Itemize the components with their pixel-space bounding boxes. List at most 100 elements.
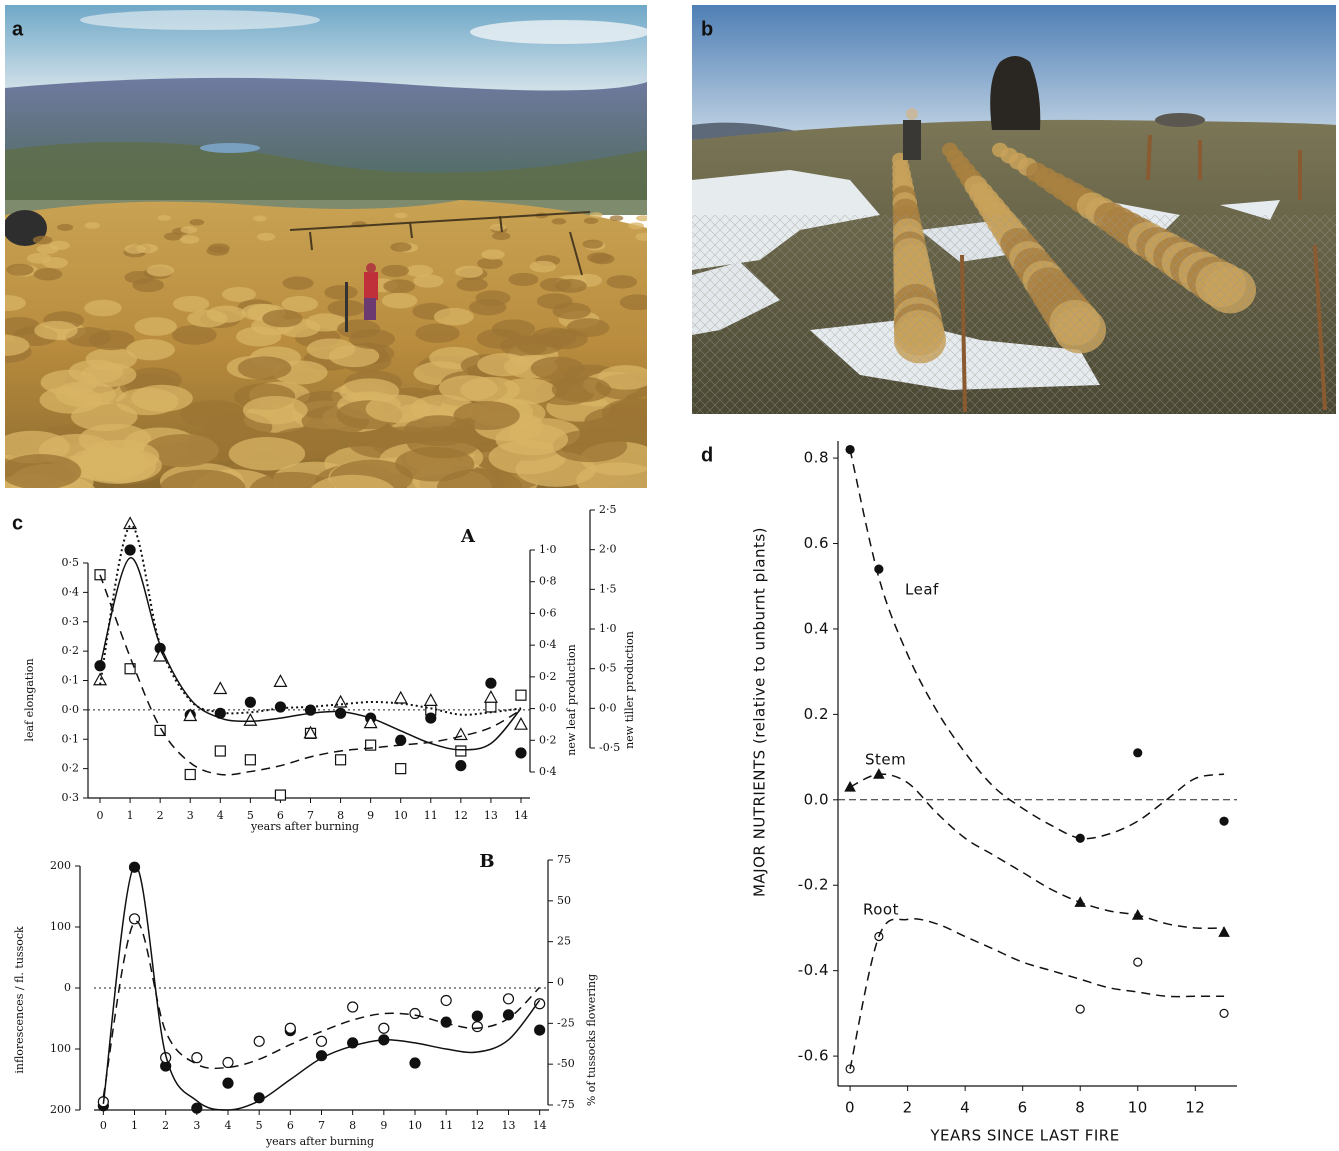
tussock [146, 264, 175, 277]
x-tick-label: 9 [367, 809, 374, 822]
x-tick-label: 8 [349, 1119, 356, 1132]
point [455, 745, 467, 757]
tussock [349, 328, 396, 350]
x-tick-label: 2 [903, 1099, 913, 1117]
x-tick-label: 10 [408, 1119, 422, 1132]
x-tick-label: 4 [225, 1119, 232, 1132]
x-tick-label: 13 [484, 809, 498, 822]
tussock [515, 334, 564, 355]
tussock [381, 264, 409, 277]
y-tick-label: 0.6 [804, 534, 829, 552]
tussock [609, 215, 624, 222]
x-tick-label: 8 [337, 809, 344, 822]
tussock [131, 384, 193, 412]
y-tick-label: 0·8 [539, 575, 557, 588]
y-tick-label: 0·4 [539, 638, 557, 651]
fit-curve [102, 865, 541, 1111]
point [471, 1020, 483, 1033]
tussock [491, 232, 511, 241]
tussock [126, 339, 175, 361]
tussock [589, 212, 603, 218]
point [213, 681, 228, 695]
y-tick-label: 0·0 [599, 701, 617, 714]
point [334, 707, 347, 719]
tussock [529, 260, 557, 273]
x-tick-label: 10 [394, 809, 408, 822]
tussock [56, 223, 74, 231]
point [153, 648, 168, 662]
point [502, 993, 515, 1005]
x-tick-label: 5 [256, 1119, 263, 1132]
y-tick-label: 0·1 [62, 732, 80, 745]
point [395, 734, 407, 746]
tussock [530, 356, 585, 381]
point [244, 754, 256, 766]
fit-curve [99, 574, 522, 776]
tussock [163, 232, 183, 241]
point [222, 1056, 234, 1069]
x-tick-label: 11 [439, 1119, 453, 1132]
point [1218, 926, 1230, 937]
tussock [36, 244, 59, 254]
x-tick-label: 7 [318, 1119, 325, 1132]
tussock [179, 235, 200, 244]
point [1133, 748, 1143, 758]
y-tick-label: -0·5 [599, 741, 620, 754]
y-tick-label: -0.2 [798, 876, 829, 894]
tussock [26, 253, 52, 264]
tussock [80, 362, 137, 388]
point [455, 760, 467, 772]
y-tick-label: 0·4 [539, 765, 557, 778]
point [363, 715, 378, 729]
point [191, 1052, 203, 1064]
tussock [635, 215, 647, 222]
tussock [394, 212, 408, 219]
tussock [552, 429, 628, 463]
tussock [475, 290, 511, 306]
tussock [282, 276, 314, 290]
point [395, 763, 407, 775]
x-tick-label: 12 [1185, 1099, 1205, 1117]
tussock [551, 376, 612, 403]
y-tick-label: 200 [50, 859, 71, 872]
point [315, 1035, 328, 1047]
y-tick-label: 25 [557, 935, 571, 948]
point [471, 1010, 483, 1022]
y-tick-label: -0.4 [798, 961, 829, 979]
tussock [134, 317, 177, 336]
point [515, 689, 527, 701]
point [440, 1016, 452, 1028]
tussock [365, 394, 431, 423]
y-tick-label: 100 [50, 1042, 71, 1055]
fit-curve [849, 918, 1225, 1070]
y-tick-label: 0.4 [804, 619, 829, 637]
x-tick-label: 13 [501, 1119, 515, 1132]
x-tick-label: 14 [533, 1119, 547, 1132]
y-tick-label: 0.0 [804, 790, 829, 808]
y-tick-label: 0·6 [539, 606, 557, 619]
x-tick-label: 0 [845, 1099, 855, 1117]
chart-c-a: 0·5 0·4 0·3 0·2 0·1 0·0 0·1 0·2 0·3 1·0 0·8 0·6 0·4 0… [23, 503, 636, 833]
y-tick-label: -25 [557, 1016, 575, 1029]
y-tick-label: 0·2 [62, 644, 80, 657]
point [534, 1024, 546, 1036]
point [423, 693, 438, 707]
y-axis-label: % of tussocks flowering [585, 974, 598, 1106]
x-tick-label: 3 [187, 809, 194, 822]
tussock [157, 214, 172, 221]
tussock [490, 223, 507, 231]
point [409, 1057, 421, 1069]
x-tick-label: 8 [1075, 1099, 1085, 1117]
point [485, 677, 497, 689]
x-tick-label: 6 [1018, 1099, 1028, 1117]
tussock [324, 285, 358, 300]
point [123, 516, 138, 530]
tussock [590, 253, 615, 265]
y-tick-label: 1·5 [599, 582, 617, 595]
y-tick-label: 0·2 [539, 670, 557, 683]
y-tick-label: 0 [64, 981, 71, 994]
x-tick-label: 1 [131, 1119, 138, 1132]
y-tick-label: 0·2 [62, 762, 80, 775]
x-tick-label: 9 [380, 1119, 387, 1132]
